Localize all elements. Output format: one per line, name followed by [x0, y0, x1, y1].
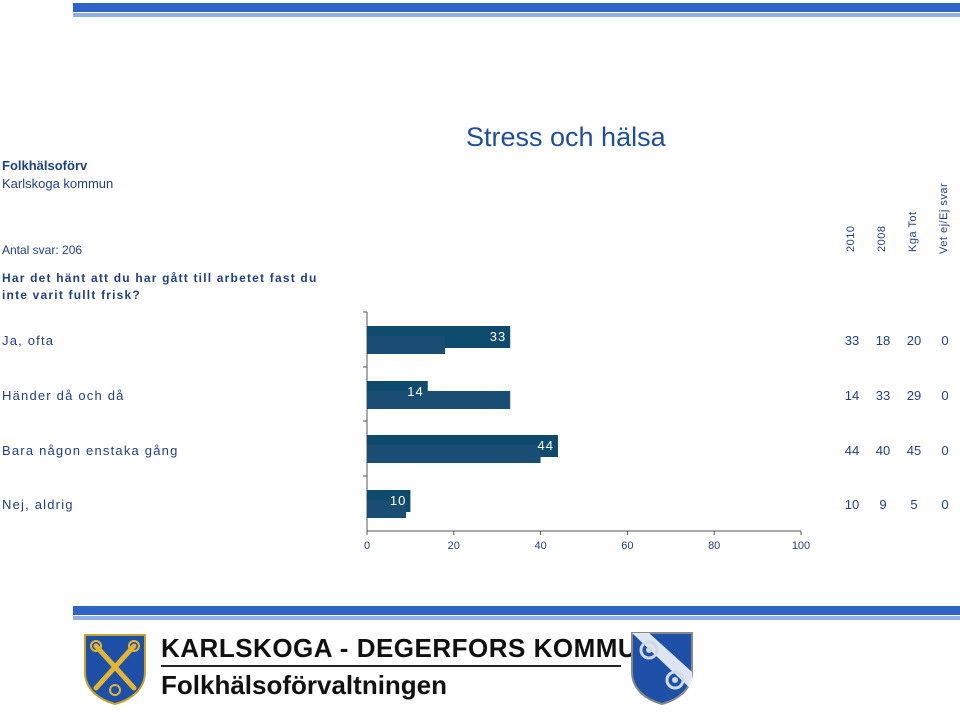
karlskoga-coat-of-arms-icon: [84, 634, 146, 706]
value-2010: 33: [844, 333, 860, 348]
footer-subtitle: Folkhälsoförvaltningen: [161, 670, 448, 700]
value-kga-tot: 45: [906, 443, 922, 458]
answer-count: Antal svar: 206: [2, 243, 83, 257]
footer-title: KARLSKOGA - DEGERFORS KOMMUNER: [161, 633, 694, 663]
degerfors-coat-of-arms-icon: [631, 632, 693, 706]
value-vet-ej: 0: [941, 388, 949, 403]
value-2008: 40: [875, 443, 891, 458]
x-tick-label: 60: [621, 540, 633, 552]
value-vet-ej: 0: [941, 497, 949, 512]
row-label-ja-ofta: Ja, ofta: [2, 333, 55, 348]
bar-data-label: 14: [407, 384, 423, 399]
survey-question: Har det hänt att du har gått till arbete…: [2, 271, 318, 302]
org-name: Folkhälsoförv: [2, 158, 88, 173]
value-2008: 33: [875, 388, 891, 403]
bar-data-label: 10: [390, 493, 406, 508]
value-kga-tot: 29: [906, 388, 922, 403]
bar-2008: [367, 445, 541, 463]
footer-divider: [161, 665, 621, 667]
value-2010: 44: [844, 443, 860, 458]
x-tick-label: 40: [534, 540, 546, 552]
x-tick-label: 80: [708, 540, 720, 552]
bar-2008: [367, 500, 407, 518]
bar-2008: [367, 391, 511, 409]
footer: KARLSKOGA - DEGERFORS KOMMUNER Folkhälso…: [73, 628, 703, 708]
value-kga-tot: 5: [910, 497, 918, 512]
page-title: Stress och hälsa: [466, 122, 666, 152]
row-label-bara-nagon: Bara någon enstaka gång: [2, 443, 179, 458]
x-tick-label: 100: [792, 540, 810, 552]
row-label-hander-da-och-da: Händer då och då: [2, 388, 125, 403]
value-2008: 18: [875, 333, 891, 348]
bar-2008: [367, 336, 446, 354]
value-vet-ej: 0: [941, 333, 949, 348]
org-subtitle: Karlskoga kommun: [2, 176, 114, 191]
top-decorative-bar: [73, 3, 960, 18]
x-tick-label: 20: [448, 540, 460, 552]
bar-data-label: 33: [490, 329, 506, 344]
value-2008: 9: [879, 497, 887, 512]
bottom-decorative-bar: [73, 606, 960, 621]
row-label-nej-aldrig: Nej, aldrig: [2, 497, 74, 512]
x-tick-label: 0: [364, 540, 370, 552]
value-kga-tot: 20: [906, 333, 922, 348]
bar-data-label: 44: [537, 438, 553, 453]
value-2010: 14: [844, 388, 860, 403]
value-vet-ej: 0: [941, 443, 949, 458]
value-2010: 10: [844, 497, 860, 512]
